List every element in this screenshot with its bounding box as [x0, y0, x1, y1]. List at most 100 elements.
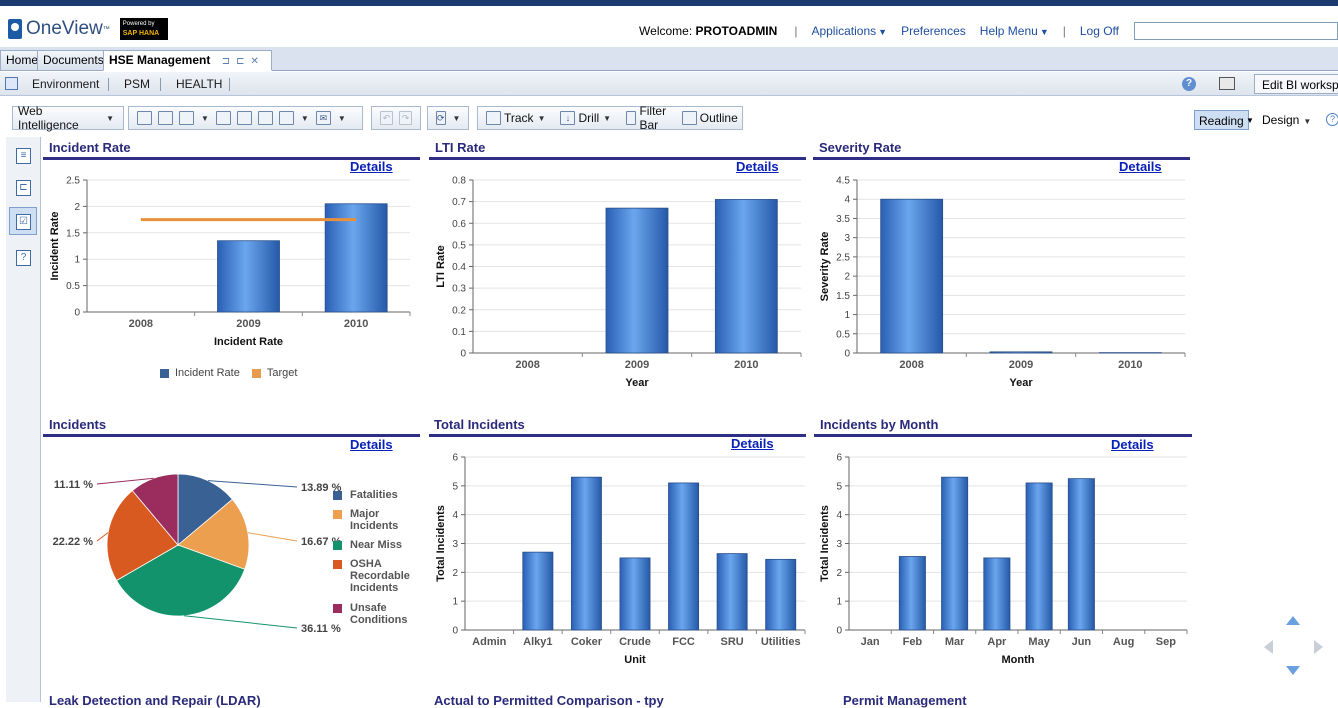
bar	[571, 477, 601, 630]
incidents-details-link[interactable]: Details	[350, 437, 393, 452]
arrow-left-icon[interactable]	[1264, 640, 1273, 654]
bi-navigation-bar: Environment PSM HEALTH ? Edit BI workspa…	[0, 72, 1338, 96]
pie-leader-line	[97, 533, 108, 541]
filter-bar-label: Filter Bar	[639, 104, 670, 132]
undo-icon[interactable]: ↶	[380, 111, 393, 125]
edit-bi-workspace-button[interactable]: Edit BI workspace	[1254, 74, 1338, 94]
preferences-link[interactable]: Preferences	[901, 24, 966, 38]
oneview-logo[interactable]: OneView ™ Powered by SAP HANA	[8, 16, 168, 42]
pie-legend-item: Major Incidents	[333, 508, 420, 532]
badge-sap-hana: SAP HANA	[123, 29, 165, 38]
help-icon[interactable]: ?	[1326, 113, 1338, 126]
track-button[interactable]: Track▼	[483, 111, 549, 125]
incidents-pie-chart: 13.89 %16.67 %36.11 %22.22 %11.11 %	[43, 460, 323, 660]
x-tick-label: Mar	[945, 636, 965, 648]
help-menu[interactable]: Help Menu▼	[980, 24, 1049, 38]
arrow-up-icon[interactable]	[1286, 616, 1300, 625]
chevron-down-icon[interactable]: ▼	[201, 114, 209, 123]
nav-divider	[160, 78, 161, 91]
input-controls-button[interactable]: ☑	[9, 207, 37, 235]
x-tick-label: 2010	[1118, 359, 1142, 371]
legend-label: Unsafe Conditions	[350, 602, 420, 626]
web-intelligence-menu[interactable]: Web Intelligence ▼	[12, 106, 124, 130]
y-tick-label: 0.8	[452, 176, 466, 187]
chevron-down-icon[interactable]: ▼	[338, 114, 346, 123]
help-icon[interactable]: ?	[1182, 77, 1196, 91]
new-document-icon[interactable]	[137, 111, 152, 125]
x-tick-label: Utilities	[761, 636, 801, 648]
applications-menu[interactable]: Applications▼	[811, 24, 887, 38]
welcome-prefix: Welcome:	[639, 24, 692, 38]
y-tick-label: 0	[452, 626, 458, 637]
undo-redo-group: ↶ ↷	[371, 106, 421, 130]
nav-item-psm[interactable]: PSM	[124, 77, 150, 91]
navigation-map-button[interactable]: ⊏	[9, 173, 37, 201]
x-tick-label: Alky1	[523, 636, 552, 648]
left-side-panel: ≡ ⊏ ☑ ?	[6, 137, 41, 702]
nav-item-environment[interactable]: Environment	[32, 77, 99, 91]
y-tick-label: 0	[844, 349, 850, 360]
legend-label: Major Incidents	[350, 508, 420, 532]
open-folder-icon[interactable]	[158, 111, 173, 125]
refresh-icon[interactable]: ⟳	[436, 111, 446, 125]
legend-swatch	[333, 510, 342, 519]
pie-legend-item: OSHA Recordable Incidents	[333, 558, 420, 594]
maximize-icon[interactable]: ⊏	[236, 56, 250, 67]
y-tick-label: 4	[844, 195, 850, 206]
design-mode-button[interactable]: Design▼	[1258, 110, 1319, 130]
legend-target: Target	[267, 367, 298, 379]
document-summary-button[interactable]: ≡	[9, 141, 37, 169]
tab-documents[interactable]: Documents	[37, 50, 110, 71]
search-input[interactable]	[1134, 22, 1338, 40]
log-off-link[interactable]: Log Off	[1080, 24, 1119, 38]
x-tick-label: 2009	[236, 318, 260, 330]
reading-mode-button[interactable]: Reading	[1194, 110, 1249, 130]
save-icon[interactable]	[179, 111, 194, 125]
print-icon[interactable]	[216, 111, 231, 125]
x-tick-label: FCC	[672, 636, 695, 648]
help-panel-button[interactable]: ?	[9, 243, 37, 271]
x-tick-label: 2008	[129, 318, 153, 330]
chevron-down-icon[interactable]: ▼	[301, 114, 309, 123]
nav-item-health[interactable]: HEALTH	[176, 77, 222, 91]
mail-icon[interactable]: ✉	[316, 111, 331, 125]
bar	[899, 556, 925, 630]
print-icon[interactable]	[1219, 77, 1235, 90]
arrow-down-icon[interactable]	[1286, 666, 1300, 675]
bar	[669, 483, 699, 630]
bar	[523, 552, 553, 630]
total-incidents-title: Total Incidents	[434, 417, 525, 432]
arrow-right-icon[interactable]	[1314, 640, 1323, 654]
chevron-down-icon[interactable]: ▼	[1246, 116, 1254, 125]
y-tick-label: 0	[460, 349, 466, 360]
bar	[990, 352, 1052, 353]
chevron-down-icon: ▼	[1040, 27, 1049, 37]
rolta-logo-icon	[8, 19, 22, 39]
x-axis-title: Year	[1009, 377, 1033, 389]
x-tick-label: Apr	[987, 636, 1007, 648]
drill-button[interactable]: ↓Drill▼	[557, 111, 615, 125]
y-tick-label: 3.5	[836, 214, 850, 225]
outline-button[interactable]: Outline	[679, 111, 738, 125]
close-icon[interactable]: ✕	[250, 56, 264, 67]
username: PROTOADMIN	[696, 24, 778, 38]
tab-window-controls[interactable]: ⊐⊏✕	[222, 56, 265, 67]
find-icon[interactable]	[237, 111, 252, 125]
x-tick-label: 2010	[734, 359, 758, 371]
x-tick-label: 2008	[899, 359, 923, 371]
tab-hse-management[interactable]: HSE Management ⊐⊏✕	[103, 50, 272, 71]
grid-icon[interactable]	[5, 77, 18, 90]
applications-label: Applications	[811, 24, 876, 38]
filter-bar-button[interactable]: Filter Bar	[623, 104, 671, 132]
pie-legend-item: Unsafe Conditions	[333, 602, 420, 626]
y-tick-label: 0.6	[452, 219, 466, 230]
pin-icon[interactable]: ⊐	[222, 56, 236, 67]
redo-icon[interactable]: ↷	[399, 111, 412, 125]
export-icon[interactable]	[279, 111, 294, 125]
x-tick-label: 2010	[344, 318, 368, 330]
y-tick-label: 0.5	[836, 329, 850, 340]
pie-leader-line	[248, 533, 297, 541]
chevron-down-icon[interactable]: ▼	[453, 114, 461, 123]
history-icon[interactable]	[258, 111, 273, 125]
